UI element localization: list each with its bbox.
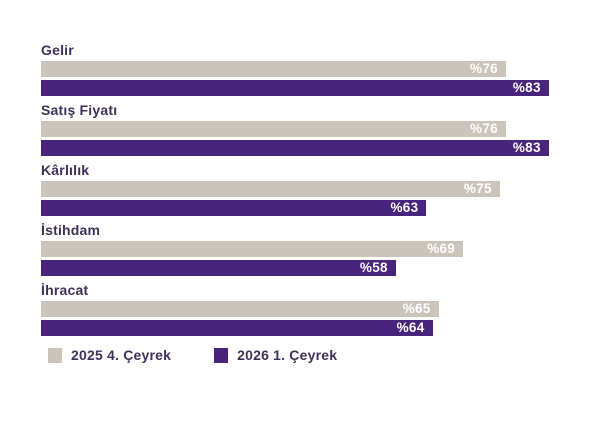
bar-value-label: %69: [427, 241, 456, 256]
bar-chart: Gelir %76 %83 Satış Fiyatı %76 %83 Kârlı…: [41, 43, 561, 363]
legend-item-2026-q1: 2026 1. Çeyrek: [214, 347, 337, 363]
bar-2025-q4: %69: [41, 241, 464, 257]
bar-2026-q1: %64: [41, 320, 433, 336]
category-label: Gelir: [41, 42, 74, 58]
bar-2026-q1: %63: [41, 200, 427, 216]
bar-2025-q4: %76: [41, 61, 506, 77]
category-group: Kârlılık %75 %63: [41, 163, 561, 216]
bar-2025-q4: %76: [41, 121, 506, 137]
bar-value-label: %64: [396, 320, 425, 335]
bar-value-label: %83: [512, 140, 541, 155]
legend: 2025 4. Çeyrek 2026 1. Çeyrek: [48, 347, 561, 363]
category-group: İstihdam %69 %58: [41, 223, 561, 276]
bar-2025-q4: %65: [41, 301, 439, 317]
bar-2026-q1: %58: [41, 260, 396, 276]
category-group: Gelir %76 %83: [41, 43, 561, 96]
bar-value-label: %83: [512, 80, 541, 95]
bar-value-label: %58: [359, 260, 388, 275]
category-label: İstihdam: [41, 222, 101, 238]
category-group: İhracat %65 %64: [41, 283, 561, 336]
legend-item-2025-q4: 2025 4. Çeyrek: [48, 347, 171, 363]
bar-value-label: %76: [470, 121, 498, 136]
category-group: Satış Fiyatı %76 %83: [41, 103, 561, 156]
bar-value-label: %75: [463, 181, 492, 196]
category-label: Kârlılık: [41, 162, 90, 178]
bar-2026-q1: %83: [41, 140, 549, 156]
bar-2025-q4: %75: [41, 181, 500, 197]
category-label: Satış Fiyatı: [41, 102, 118, 118]
legend-label-2025-q4: 2025 4. Çeyrek: [71, 347, 172, 363]
bar-2026-q1: %83: [41, 80, 549, 96]
legend-swatch-2026-q1: [214, 347, 229, 363]
plot-area: Gelir %76 %83 Satış Fiyatı %76 %83 Kârlı…: [41, 43, 561, 336]
legend-swatch-2025-q4: [48, 347, 62, 363]
legend-label-2026-q1: 2026 1. Çeyrek: [237, 347, 338, 363]
category-label: İhracat: [41, 282, 89, 298]
bar-value-label: %65: [402, 301, 431, 316]
bar-value-label: %63: [390, 200, 419, 215]
bar-value-label: %76: [470, 61, 498, 76]
